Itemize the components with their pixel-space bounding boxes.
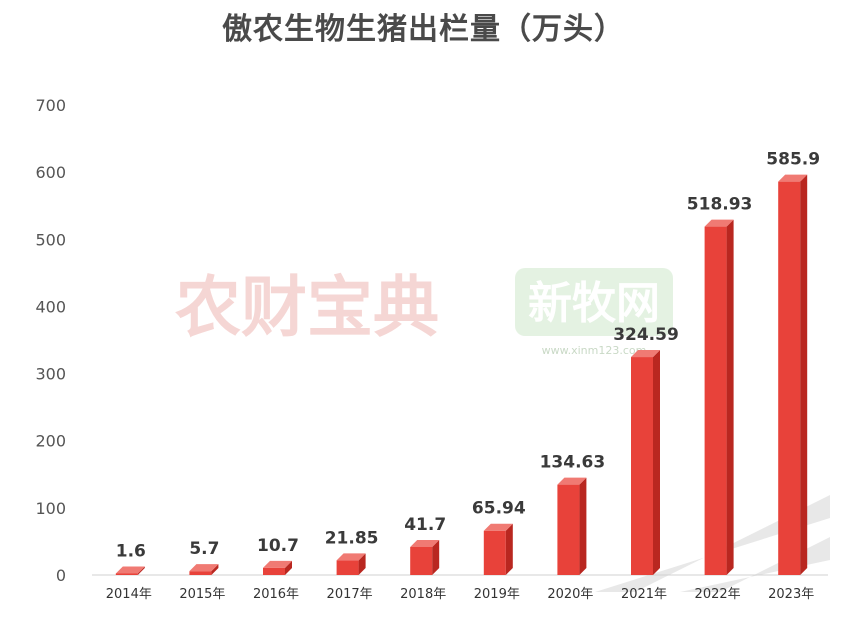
bar-front (410, 547, 433, 575)
x-tick-label: 2022年 (695, 587, 741, 602)
bar-side (800, 174, 808, 576)
data-label: 21.85 (325, 528, 379, 548)
bar-side (579, 477, 587, 575)
data-label: 10.7 (257, 536, 299, 556)
bar-front (483, 530, 506, 575)
bar (483, 523, 513, 575)
data-label: 41.7 (404, 515, 446, 535)
watermark-right-box (515, 268, 673, 336)
bar-top (336, 553, 366, 561)
bar-top (115, 566, 145, 574)
watermark-right: 新牧网 (528, 278, 660, 329)
bar-top (704, 219, 734, 227)
watermark-layer: 农财宝典 新牧网 www.xinm123.com (175, 268, 673, 357)
bar-side (211, 564, 219, 575)
bar-top (263, 560, 292, 568)
data-label: 1.6 (116, 542, 146, 562)
y-tick-label: 600 (35, 163, 66, 182)
bar-front (557, 484, 580, 575)
bar-side (432, 540, 440, 575)
bar-side (358, 553, 366, 575)
data-label: 5.7 (189, 539, 219, 559)
axis-layer: 0 100 200 300 400 500 600 700 2014年 2015年 2016年 201… (35, 96, 828, 602)
x-tick-label: 2020年 (547, 587, 593, 602)
watermark-left: 农财宝典 (175, 269, 439, 346)
bar-top (557, 477, 587, 485)
data-label: 65.94 (472, 499, 526, 519)
y-tick-label: 100 (35, 499, 66, 518)
bar-front (631, 357, 653, 575)
data-label: 134.63 (540, 453, 606, 473)
x-tick-label: 2016年 (253, 587, 299, 602)
y-tick-label: 300 (35, 365, 66, 384)
data-label: 324.59 (613, 325, 679, 345)
x-tick-label: 2023年 (768, 587, 814, 602)
bar-side (137, 566, 145, 575)
watermark-right-sub: www.xinm123.com (542, 344, 647, 357)
x-tick-label: 2017年 (327, 587, 373, 602)
bar-top (778, 174, 808, 182)
y-tick-label: 700 (35, 96, 66, 115)
bar (410, 540, 440, 575)
bar-shadow (680, 537, 830, 592)
bar-top (483, 523, 513, 531)
bars-layer (115, 174, 808, 576)
bar-top (631, 350, 660, 358)
bar (263, 560, 292, 575)
x-tick-label: 2019年 (474, 587, 520, 602)
bar-front (263, 567, 285, 575)
y-tick-label: 500 (35, 230, 66, 249)
bar-front (115, 573, 138, 575)
bar (115, 566, 145, 575)
bar (336, 553, 366, 575)
bar-top (410, 540, 440, 548)
x-tick-label: 2018年 (400, 587, 446, 602)
bar (631, 350, 660, 575)
bar-side (505, 523, 513, 575)
data-label: 585.9 (766, 150, 820, 170)
labels-layer: 1.6 5.7 10.7 21.85 41.7 65.94 134.63 324.59 518.… (116, 150, 820, 562)
bar-front (189, 571, 212, 575)
x-tick-label: 2014年 (106, 587, 152, 602)
bar-side (285, 560, 292, 575)
bar-side (726, 219, 734, 576)
bar (704, 219, 734, 576)
x-tick-label: 2015年 (179, 587, 225, 602)
bar-front (336, 560, 359, 575)
bar-top (189, 564, 219, 572)
bar (778, 174, 808, 576)
bar (557, 477, 587, 575)
bar (189, 564, 219, 575)
y-tick-label: 400 (35, 297, 66, 316)
bar-side (653, 350, 660, 575)
y-tick-label: 200 (35, 432, 66, 451)
data-label: 518.93 (687, 195, 753, 215)
y-tick-label: 0 (56, 566, 66, 585)
bar-front (704, 226, 727, 576)
bar-front (778, 181, 801, 576)
x-tick-label: 2021年 (621, 587, 667, 602)
chart-title: 傲农生物生猪出栏量（万头） (222, 12, 625, 47)
